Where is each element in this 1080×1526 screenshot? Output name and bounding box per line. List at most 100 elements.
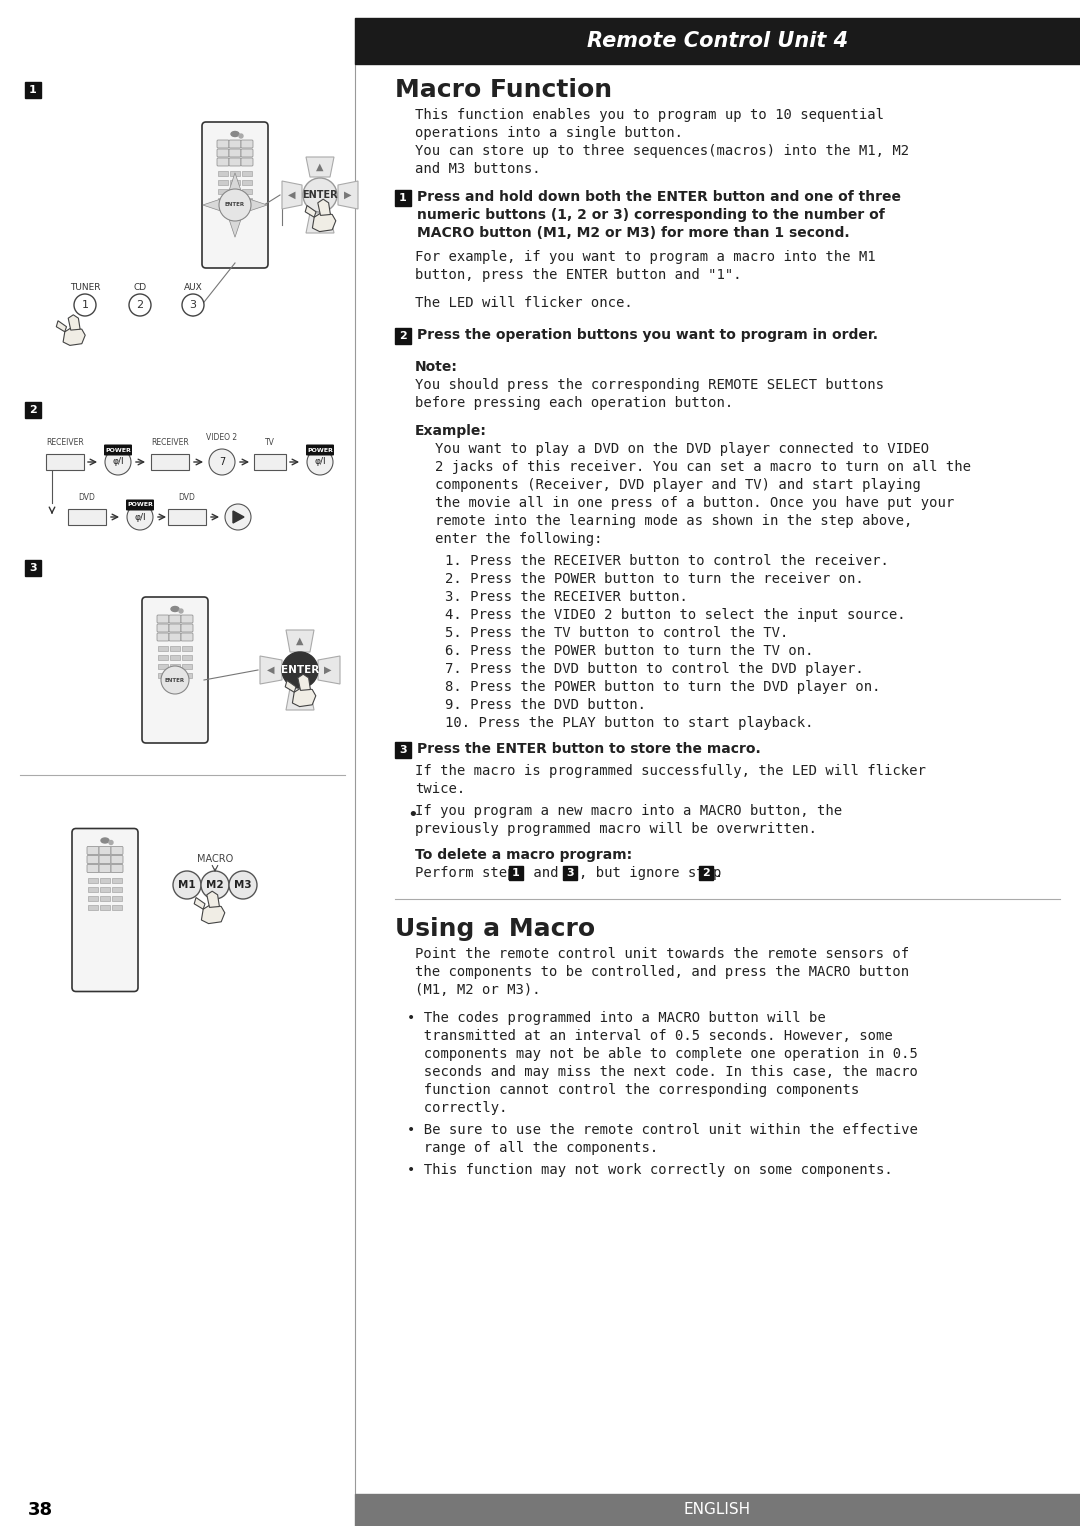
FancyBboxPatch shape [217, 140, 229, 148]
Text: Press the operation buttons you want to program in order.: Press the operation buttons you want to … [417, 328, 878, 342]
Bar [46, 455, 84, 470]
FancyBboxPatch shape [241, 159, 253, 166]
Text: 2: 2 [136, 301, 144, 310]
Bar [230, 198, 240, 203]
Text: TUNER: TUNER [70, 282, 100, 291]
Text: before pressing each operation button.: before pressing each operation button. [415, 397, 733, 410]
Text: The LED will flicker once.: The LED will flicker once. [415, 296, 633, 310]
Bar [158, 655, 168, 661]
Bar [355, 1494, 1080, 1526]
Text: ENTER: ENTER [281, 665, 319, 674]
Polygon shape [312, 212, 336, 232]
Polygon shape [285, 681, 296, 693]
Bar [395, 328, 411, 343]
Text: Press and hold down both the ENTER button and one of three: Press and hold down both the ENTER butto… [417, 191, 901, 204]
Text: Note:: Note: [415, 360, 458, 374]
Text: .: . [715, 865, 724, 881]
Text: You can store up to three sequences(macros) into the M1, M2: You can store up to three sequences(macr… [415, 143, 909, 159]
Circle shape [225, 504, 251, 530]
Text: ENTER: ENTER [225, 203, 245, 208]
Bar [230, 180, 240, 185]
Text: VIDEO 2: VIDEO 2 [206, 433, 238, 443]
Text: M1: M1 [178, 881, 195, 890]
Bar [25, 401, 41, 418]
Text: Macro Function: Macro Function [395, 78, 612, 102]
FancyArrow shape [239, 195, 267, 214]
Circle shape [129, 295, 151, 316]
Text: You want to play a DVD on the DVD player connected to VIDEO: You want to play a DVD on the DVD player… [435, 443, 929, 456]
Bar [100, 905, 110, 909]
Text: 38: 38 [28, 1502, 53, 1518]
Text: 2: 2 [29, 404, 37, 415]
Polygon shape [233, 511, 244, 523]
Text: POWER: POWER [105, 447, 131, 453]
FancyBboxPatch shape [229, 140, 241, 148]
FancyBboxPatch shape [217, 159, 229, 166]
FancyBboxPatch shape [141, 597, 208, 743]
Text: Using a Macro: Using a Macro [395, 917, 595, 942]
FancyBboxPatch shape [157, 615, 168, 623]
Bar [230, 189, 240, 194]
Polygon shape [56, 320, 67, 331]
Text: correctly.: correctly. [407, 1100, 508, 1116]
Text: AUX: AUX [184, 282, 202, 291]
Text: POWER: POWER [307, 447, 333, 453]
Bar [183, 645, 192, 652]
Text: remote into the learning mode as shown in the step above,: remote into the learning mode as shown i… [435, 514, 913, 528]
Polygon shape [260, 656, 282, 684]
Bar [509, 865, 523, 881]
Text: 5. Press the TV button to control the TV.: 5. Press the TV button to control the TV… [445, 626, 788, 639]
Text: You should press the corresponding REMOTE SELECT buttons: You should press the corresponding REMOT… [415, 378, 885, 392]
Text: 1: 1 [400, 192, 407, 203]
FancyBboxPatch shape [168, 615, 181, 623]
Text: button, press the ENTER button and "1".: button, press the ENTER button and "1". [415, 269, 742, 282]
Circle shape [229, 871, 257, 899]
Circle shape [183, 295, 204, 316]
Text: 7: 7 [219, 456, 225, 467]
Text: 3: 3 [189, 301, 197, 310]
FancyArrow shape [203, 195, 231, 214]
FancyBboxPatch shape [99, 847, 111, 855]
Polygon shape [282, 182, 302, 209]
Ellipse shape [102, 838, 109, 842]
Text: RECEIVER: RECEIVER [151, 438, 189, 447]
Circle shape [109, 841, 113, 844]
Text: 2: 2 [702, 868, 710, 877]
Text: ▲: ▲ [316, 162, 324, 172]
FancyBboxPatch shape [202, 122, 268, 269]
Text: and M3 buttons.: and M3 buttons. [415, 162, 541, 175]
Bar [25, 560, 41, 575]
Text: (M1, M2 or M3).: (M1, M2 or M3). [415, 983, 541, 996]
Circle shape [105, 449, 131, 475]
Text: MACRO: MACRO [197, 855, 233, 864]
Text: φ/I: φ/I [112, 458, 124, 467]
Text: Remote Control Unit 4: Remote Control Unit 4 [586, 31, 848, 50]
Text: •: • [407, 806, 418, 824]
Text: the movie all in one press of a button. Once you have put your: the movie all in one press of a button. … [435, 496, 955, 510]
Bar [170, 673, 180, 678]
Text: 1. Press the RECEIVER button to control the receiver.: 1. Press the RECEIVER button to control … [445, 554, 889, 568]
Text: 3: 3 [400, 745, 407, 755]
Bar [218, 180, 228, 185]
Text: ENTER: ENTER [302, 191, 338, 200]
Text: transmitted at an interval of 0.5 seconds. However, some: transmitted at an interval of 0.5 second… [407, 1029, 893, 1042]
FancyBboxPatch shape [181, 633, 193, 641]
Text: DVD: DVD [79, 493, 95, 502]
Text: POWER: POWER [127, 502, 153, 508]
FancyBboxPatch shape [229, 159, 241, 166]
Bar [168, 510, 206, 525]
Bar [112, 887, 122, 891]
Bar [100, 877, 110, 882]
Text: • The codes programmed into a MACRO button will be: • The codes programmed into a MACRO butt… [407, 1012, 826, 1025]
Text: MACRO button (M1, M2 or M3) for more than 1 second.: MACRO button (M1, M2 or M3) for more tha… [417, 226, 850, 240]
Text: seconds and may miss the next code. In this case, the macro: seconds and may miss the next code. In t… [407, 1065, 918, 1079]
Bar [158, 645, 168, 652]
FancyBboxPatch shape [99, 856, 111, 864]
Bar [183, 673, 192, 678]
Polygon shape [306, 206, 316, 217]
Polygon shape [338, 182, 357, 209]
Text: operations into a single button.: operations into a single button. [415, 127, 683, 140]
Ellipse shape [171, 606, 179, 612]
Circle shape [179, 609, 183, 613]
Bar [242, 180, 252, 185]
